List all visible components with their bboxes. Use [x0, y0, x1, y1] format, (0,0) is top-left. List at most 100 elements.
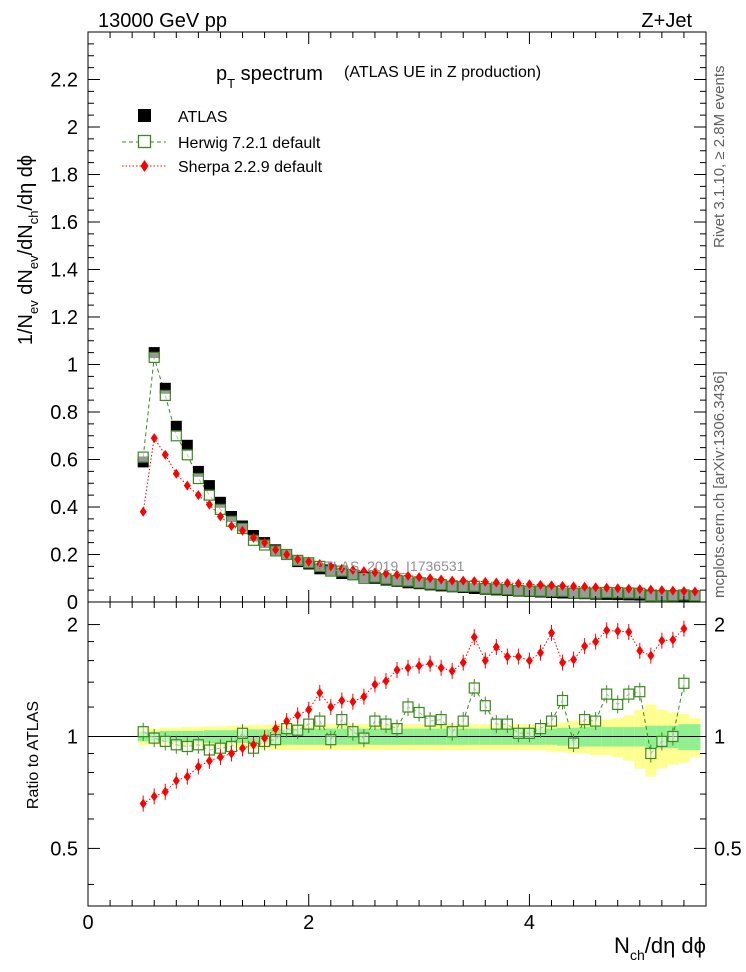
- ratio-sherpa-point: [205, 755, 213, 766]
- sherpa-point: [283, 549, 291, 560]
- sherpa-point: [680, 586, 688, 597]
- sherpa-point: [525, 579, 533, 590]
- ratio-herwig-point: [534, 722, 547, 735]
- sherpa-point: [360, 566, 368, 577]
- sherpa-point: [459, 575, 467, 586]
- main-panel: ATLAS_2019_I1736531 0 0.2 0.4 0.6 0.8 1 1.2 1.4…: [15, 31, 707, 614]
- herwig-point: [181, 449, 193, 461]
- ratio-sherpa-point: [393, 664, 401, 675]
- mcplots-label: mcplots.cern.ch [arXiv:1306.3436]: [711, 371, 728, 598]
- ratio-sherpa-point: [316, 687, 324, 698]
- ratio-axis: 0.5 0.5 1 1 2 2 0 2 4: [50, 602, 742, 934]
- ratio-sherpa-point: [625, 627, 633, 638]
- ratio-sherpa-point: [492, 642, 500, 653]
- sherpa-point: [294, 554, 302, 565]
- ratio-sherpa-point: [283, 716, 291, 727]
- main-y-tick-label: 1: [67, 355, 78, 377]
- ratio-band-inner: [689, 724, 701, 750]
- ratio-herwig-point: [623, 688, 635, 700]
- sherpa-point: [448, 575, 456, 586]
- legend-atlas-label: ATLAS: [178, 109, 228, 126]
- sherpa-point: [658, 585, 666, 596]
- ratio-herwig-point: [358, 732, 370, 744]
- main-y-tick-label: 2.2: [50, 70, 78, 92]
- herwig-point: [159, 389, 171, 401]
- legend-herwig-label: Herwig 7.2.1 default: [178, 135, 321, 152]
- ratio-sherpa-point: [139, 798, 147, 809]
- main-y-axis-label: 1/Nev dNev/dNch/dη dϕ: [15, 155, 41, 345]
- main-y-tick-label: 1.4: [50, 260, 78, 282]
- sherpa-point: [139, 506, 147, 517]
- ratio-sherpa-point: [647, 650, 655, 661]
- sherpa-point: [503, 578, 511, 588]
- ratio-sherpa-point: [426, 658, 434, 669]
- title-subscript: T: [227, 76, 235, 91]
- atlas-point: [214, 496, 226, 508]
- sherpa-point: [647, 584, 655, 595]
- sherpa-point: [349, 564, 357, 575]
- ratio-herwig-point: [369, 715, 381, 727]
- legend-atlas-marker: [138, 109, 151, 122]
- ratio-sherpa-point: [404, 662, 412, 673]
- atlas-point: [159, 382, 171, 394]
- ratio-sherpa-point: [470, 632, 478, 643]
- sherpa-point: [669, 585, 677, 596]
- sherpa-point: [239, 525, 246, 536]
- main-y-tick-label: 2: [67, 117, 78, 139]
- sherpa-point: [371, 567, 379, 578]
- ratio-sherpa-point: [603, 625, 611, 636]
- atlas-point: [192, 465, 204, 477]
- ratio-herwig-point: [589, 715, 602, 727]
- sherpa-point: [305, 556, 313, 567]
- ratio-sherpa-point: [150, 791, 158, 802]
- ratio-herwig-point: [612, 698, 624, 711]
- ratio-sherpa-point: [669, 634, 677, 645]
- x-tick-label: 4: [524, 912, 535, 934]
- sherpa-point: [250, 532, 258, 543]
- x-tick-label: 0: [82, 912, 93, 934]
- rivet-version-label: Rivet 3.1.10, ≥ 2.8M events: [711, 66, 728, 249]
- ratio-sherpa-point: [272, 723, 280, 734]
- xlabel-rest: /dη dϕ: [645, 933, 706, 958]
- title-spectrum: spectrum: [235, 63, 323, 85]
- ylabel-sub1: ev: [26, 300, 41, 314]
- ratio-y-tick-label-right: 2: [714, 615, 725, 637]
- sherpa-point: [514, 578, 522, 589]
- ratio-sherpa-point: [172, 775, 180, 786]
- ratio-sherpa-point: [349, 696, 357, 707]
- ratio-sherpa-point: [581, 641, 589, 652]
- ratio-sherpa-point: [250, 739, 258, 750]
- ratio-sherpa-point: [614, 626, 622, 637]
- ratio-sherpa-point: [415, 660, 423, 671]
- atlas-point: [203, 480, 215, 492]
- ratio-herwig-point: [667, 730, 679, 743]
- ratio-sherpa-point: [338, 695, 346, 706]
- sherpa-point: [150, 433, 158, 444]
- ratio-y-tick-label-right: 1: [714, 727, 725, 749]
- ratio-herwig-point: [512, 727, 525, 739]
- ylabel-sub2: ev: [26, 255, 41, 269]
- herwig-point: [192, 472, 204, 485]
- ratio-herwig-point: [501, 718, 513, 730]
- ratio-sherpa-point: [216, 752, 224, 763]
- ratio-y-tick-label: 0.5: [50, 838, 78, 860]
- ratio-band-inner: [678, 724, 690, 750]
- sherpa-point: [216, 511, 224, 522]
- main-y-tick-label: 0.4: [50, 497, 78, 519]
- x-tick-label: 2: [303, 912, 314, 934]
- sherpa-point: [559, 580, 567, 591]
- ratio-sherpa-point: [636, 645, 644, 656]
- ratio-sherpa-point: [161, 786, 169, 797]
- ratio-herwig-point: [634, 686, 646, 698]
- ratio-sherpa-point: [294, 710, 302, 721]
- ratio-herwig-point: [391, 722, 403, 735]
- sherpa-point: [426, 573, 434, 584]
- sherpa-point: [592, 582, 600, 593]
- sherpa-point: [404, 570, 412, 581]
- ratio-sherpa-point: [548, 627, 555, 638]
- ratio-herwig-point: [303, 718, 315, 730]
- ratio-herwig-point: [645, 747, 657, 760]
- ratio-sherpa-point: [525, 655, 533, 666]
- ratio-sherpa-point: [514, 651, 522, 662]
